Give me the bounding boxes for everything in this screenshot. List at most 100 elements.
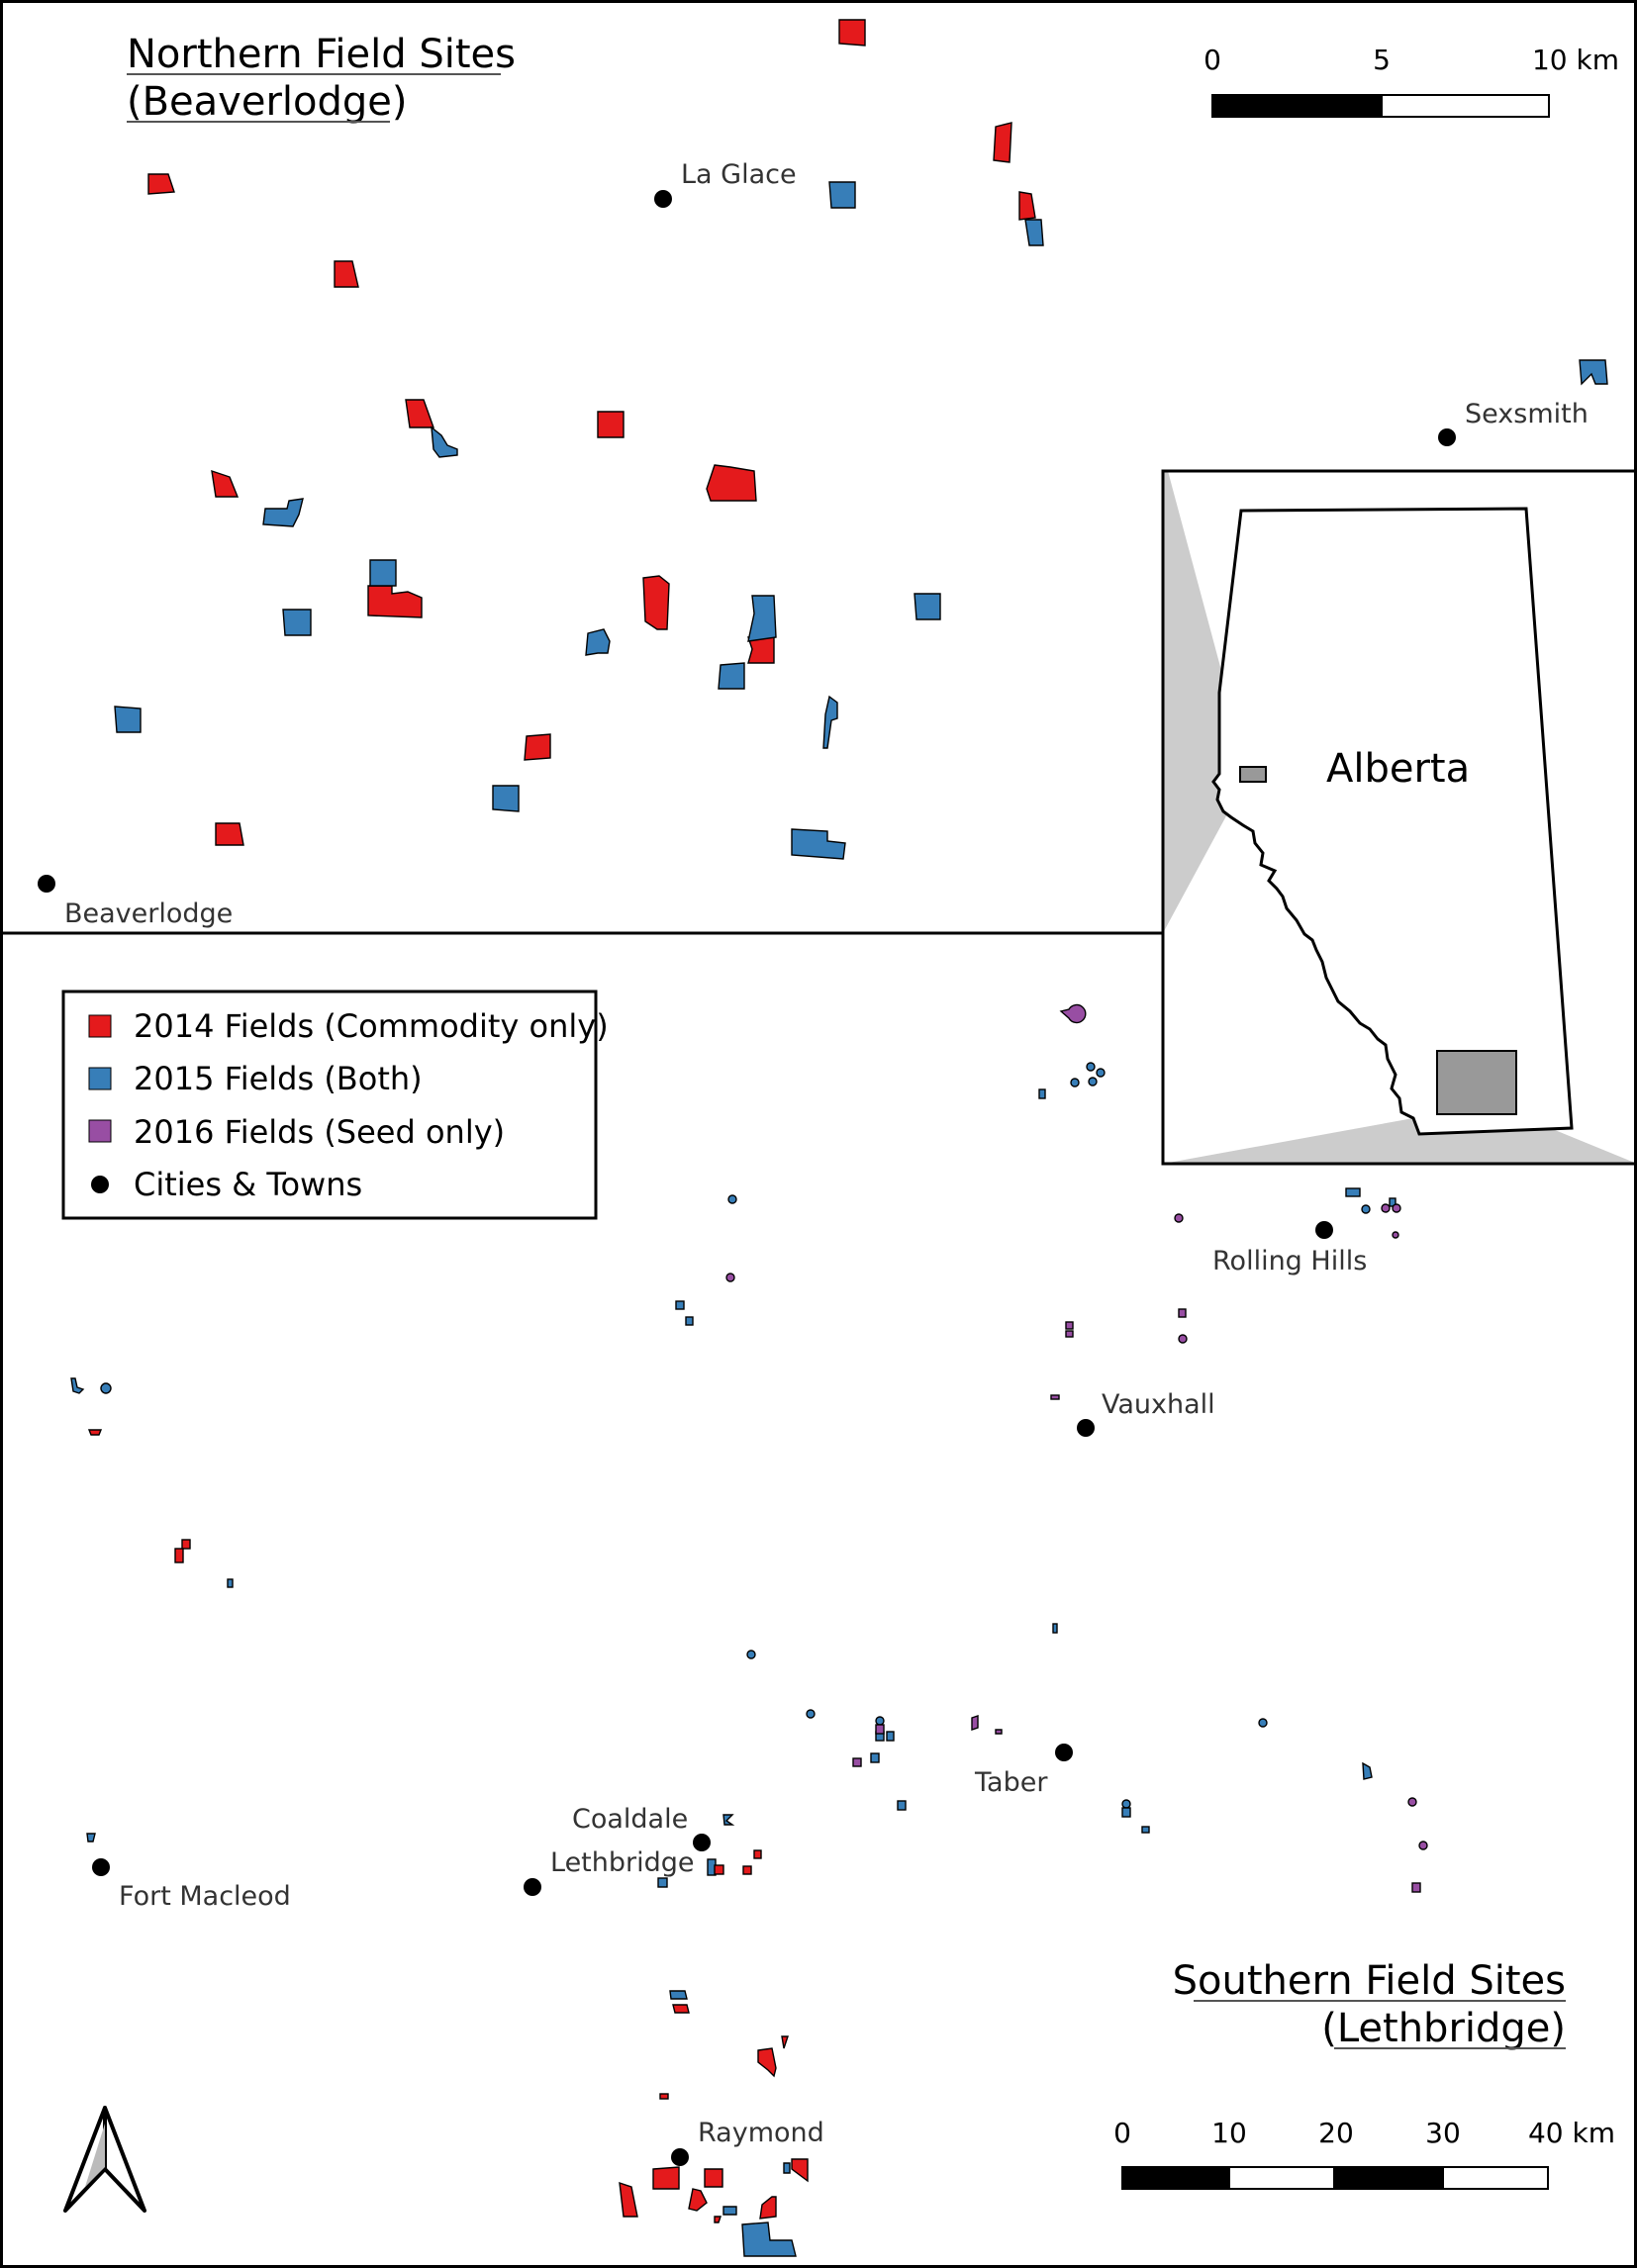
field-2015 xyxy=(369,559,397,587)
field-2016 xyxy=(1411,1882,1421,1893)
field-2015 xyxy=(1070,1078,1080,1087)
town-label-fort-macleod: Fort Macleod xyxy=(119,1881,291,1912)
legend-box xyxy=(61,990,598,1220)
field-2016 xyxy=(1059,1003,1087,1024)
field-2015 xyxy=(1361,1204,1371,1214)
field-2015 xyxy=(1362,1761,1373,1780)
legend-label-2015: 2015 Fields (Both) xyxy=(134,1060,423,1097)
south-scale-tick-0: 0 xyxy=(1113,2117,1131,2149)
town-marker-sexsmith xyxy=(1438,428,1456,446)
south-scale-tick-30: 30 xyxy=(1425,2117,1461,2149)
field-2015 xyxy=(722,2206,737,2216)
field-2015 xyxy=(1024,219,1044,246)
field-2014 xyxy=(652,2166,680,2190)
north-arrow-shade xyxy=(85,2124,105,2187)
field-2015 xyxy=(262,498,304,527)
south-title-line1: Southern Field Sites xyxy=(1173,1958,1566,2004)
field-2014 xyxy=(781,2035,789,2049)
north-arrow-right-half xyxy=(103,2106,146,2213)
field-2015 xyxy=(86,1833,96,1843)
field-2014 xyxy=(791,2158,809,2183)
field-2015 xyxy=(886,1731,895,1742)
south-scale-seg3 xyxy=(1333,2166,1444,2190)
field-2015 xyxy=(657,1877,668,1888)
south-scale-tick-20: 20 xyxy=(1318,2117,1354,2149)
field-2014 xyxy=(87,1429,103,1436)
field-2015 xyxy=(718,662,745,690)
south-scale-bar: 0 10 20 30 40 km xyxy=(1113,2117,1615,2190)
town-label-lethbridge: Lethbridge xyxy=(550,1847,695,1878)
field-2016 xyxy=(1174,1213,1184,1223)
field-2014 xyxy=(714,1864,724,1875)
field-2015 xyxy=(822,695,838,749)
alberta-outline xyxy=(1211,507,1574,1136)
field-2016 xyxy=(1065,1330,1074,1338)
town-marker-lethbridge xyxy=(524,1878,541,1896)
town-marker-fort-macleod xyxy=(92,1858,110,1876)
field-2016 xyxy=(995,1729,1003,1735)
field-2015 xyxy=(282,609,312,636)
north-title-line2: (Beaverlodge) xyxy=(127,79,407,125)
north-scale-tick-10: 10 km xyxy=(1532,44,1619,76)
town-label-rolling-hills: Rolling Hills xyxy=(1212,1246,1367,1276)
field-2014 xyxy=(753,1849,762,1859)
field-2015 xyxy=(1258,1718,1268,1728)
inset-north-region xyxy=(1239,766,1267,783)
field-2015 xyxy=(746,1650,756,1659)
field-2015 xyxy=(1579,359,1608,386)
field-2015 xyxy=(741,2221,797,2257)
field-2015 xyxy=(492,785,520,812)
town-label-vauxhall: Vauxhall xyxy=(1102,1389,1215,1420)
town-marker-rolling-hills xyxy=(1315,1221,1333,1239)
town-marker-la-glace xyxy=(654,190,672,208)
field-2015 xyxy=(783,2162,791,2174)
field-2016 xyxy=(1050,1394,1060,1400)
north-scale-black xyxy=(1211,94,1383,118)
field-2015 xyxy=(585,628,611,656)
south-fields-2016 xyxy=(725,1003,1428,1893)
south-scale-seg2 xyxy=(1228,2166,1335,2190)
field-2015 xyxy=(114,706,142,733)
field-2014 xyxy=(688,2188,708,2212)
field-2014 xyxy=(838,19,866,47)
field-2014 xyxy=(714,2216,722,2223)
inset-south-region xyxy=(1436,1050,1517,1115)
field-2014 xyxy=(334,260,359,288)
field-2016 xyxy=(1418,1841,1428,1850)
field-2016 xyxy=(971,1715,979,1731)
field-2015 xyxy=(914,593,941,620)
field-2014 xyxy=(405,399,434,428)
town-label-raymond: Raymond xyxy=(698,2118,824,2148)
town-marker-raymond xyxy=(671,2148,689,2166)
field-2015 xyxy=(870,1752,880,1763)
field-2014 xyxy=(215,822,244,846)
field-2015 xyxy=(875,1716,885,1726)
north-scale-tick-0: 0 xyxy=(1204,44,1221,76)
field-2015 xyxy=(100,1382,112,1394)
field-2016 xyxy=(725,1273,735,1282)
field-2014 xyxy=(174,1548,184,1563)
town-marker-coaldale xyxy=(693,1834,711,1851)
legend-swatch-2014 xyxy=(88,1014,112,1038)
field-2014 xyxy=(524,733,551,761)
town-label-la-glace: La Glace xyxy=(681,159,797,190)
field-2015 xyxy=(70,1377,85,1394)
legend: 2014 Fields (Commodity only) 2015 Fields… xyxy=(61,990,609,1220)
field-2016 xyxy=(1392,1231,1399,1239)
field-2014 xyxy=(704,2168,723,2188)
field-2014 xyxy=(759,2196,777,2220)
field-2014 xyxy=(757,2047,777,2078)
field-2016 xyxy=(1407,1797,1417,1807)
field-2014 xyxy=(993,122,1012,163)
inset-wedge-north xyxy=(1163,471,1249,933)
town-marker-beaverlodge xyxy=(38,875,55,893)
field-2014 xyxy=(1018,191,1036,221)
field-2014 xyxy=(642,575,670,630)
field-2016 xyxy=(1178,1334,1188,1344)
south-scale-tick-10: 10 xyxy=(1211,2117,1247,2149)
town-marker-vauxhall xyxy=(1077,1419,1095,1437)
field-2014 xyxy=(706,464,757,502)
north-scale-white xyxy=(1381,94,1550,118)
field-2015 xyxy=(1088,1077,1098,1087)
